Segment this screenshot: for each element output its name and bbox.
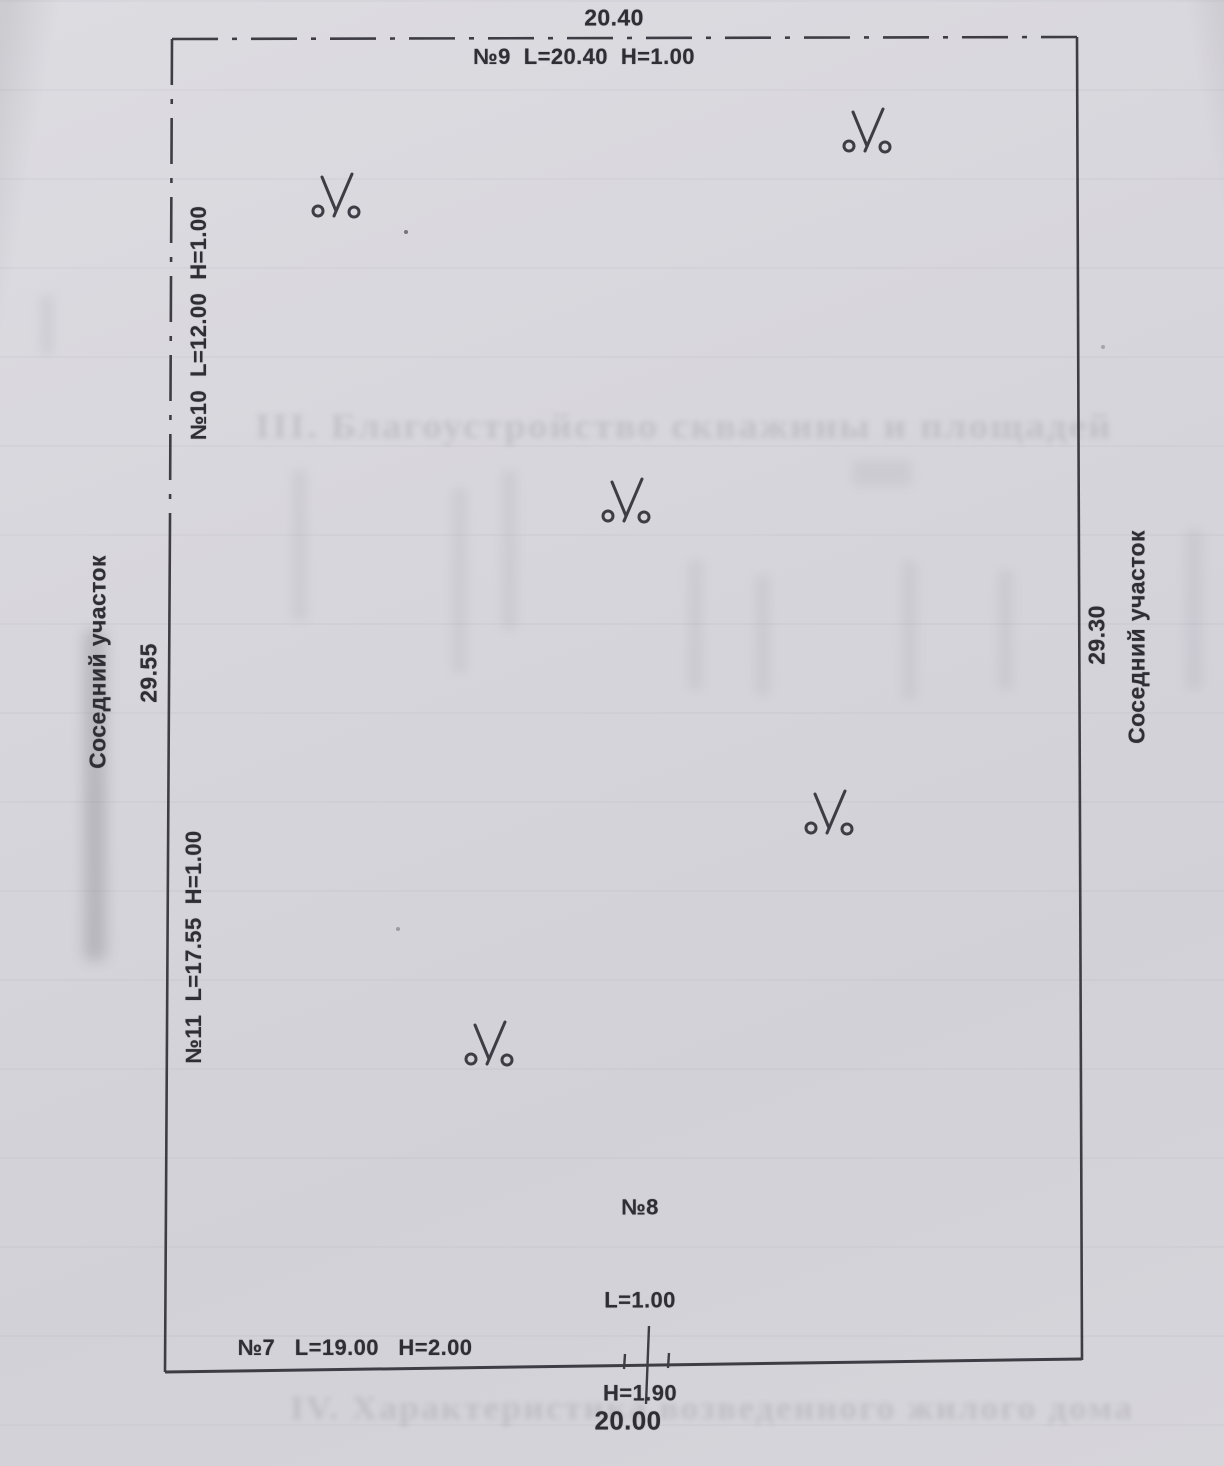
tree-right-stroke [622,477,644,523]
boundary-line-right [1075,36,1084,1361]
smudge [902,560,917,700]
gate-no8-tick-right [666,1352,671,1369]
smudge [852,460,912,486]
fence-no10-label: №10 L=12.00 H=1.00 [186,205,211,441]
left-dimension-label: 29.55 [135,643,162,703]
smudge [1185,530,1203,690]
smudge [292,470,307,620]
gate-no8-length: L=1.00 [604,1287,676,1313]
tree-right-circle [500,1053,514,1067]
fence-line-no9-top [171,35,1078,41]
smudge [40,295,54,355]
tree-right-circle [347,205,361,219]
fruit-tree-symbol [464,1020,514,1067]
tree-left-circle [804,821,818,835]
fruit-tree-symbol [311,172,361,219]
smudge [688,560,703,690]
bottom-dimension-label: 20.00 [594,1405,662,1436]
scan-speck [396,927,400,931]
fence-line-no11-left-lower [163,519,172,1373]
fruit-tree-symbol [842,107,892,154]
fruit-tree-symbol [601,477,651,524]
tree-left-circle [311,204,325,218]
tree-right-circle [637,510,651,524]
tree-left-stroke [320,175,338,213]
tree-right-stroke [332,172,354,218]
left-neighbor-label: Соседний участок [84,555,111,769]
gate-no8-label: №8 L=1.00 H=1.90 [603,1130,677,1466]
top-dimension-label: 20.40 [584,4,644,31]
tree-left-stroke [851,110,869,148]
fence-line-no10-left-upper [168,38,174,521]
scan-speck [1101,345,1105,349]
page-edge-shadow [84,630,106,960]
right-dimension-label: 29.30 [1083,605,1110,665]
tree-right-circle [878,140,892,154]
fence-no11-label: №11 L=17.55 H=1.00 [181,830,206,1064]
tree-right-circle [840,822,854,836]
gate-no8-height: H=1.90 [603,1380,677,1406]
tree-left-circle [601,509,615,523]
tree-left-stroke [610,480,628,518]
smudge [755,575,770,695]
tree-left-stroke [473,1023,491,1061]
tree-right-stroke [485,1020,507,1066]
fence-no9-label: №9 L=20.40 H=1.00 [473,44,695,69]
tree-left-circle [464,1052,478,1066]
ghost-heading-bottom: IV. Характеристика возведенного жилого д… [290,1390,1135,1427]
tree-right-stroke [863,107,885,153]
gate-no8-post-line [644,1325,651,1405]
smudge [452,488,467,673]
tree-left-stroke [813,792,831,830]
fence-no7-label: №7 L=19.00 H=2.00 [237,1335,473,1360]
tree-right-stroke [825,789,847,835]
fruit-tree-symbol [804,789,854,836]
scan-speck [404,230,408,234]
smudge [998,570,1013,690]
ghost-heading-mid: III. Благоустройство скважины и площадей [255,406,1113,446]
gate-no8-tick-left [622,1353,627,1370]
right-neighbor-label: Соседний участок [1123,530,1150,744]
tree-left-circle [842,139,856,153]
smudge [502,470,517,630]
gate-no8-number: №8 [621,1194,659,1220]
